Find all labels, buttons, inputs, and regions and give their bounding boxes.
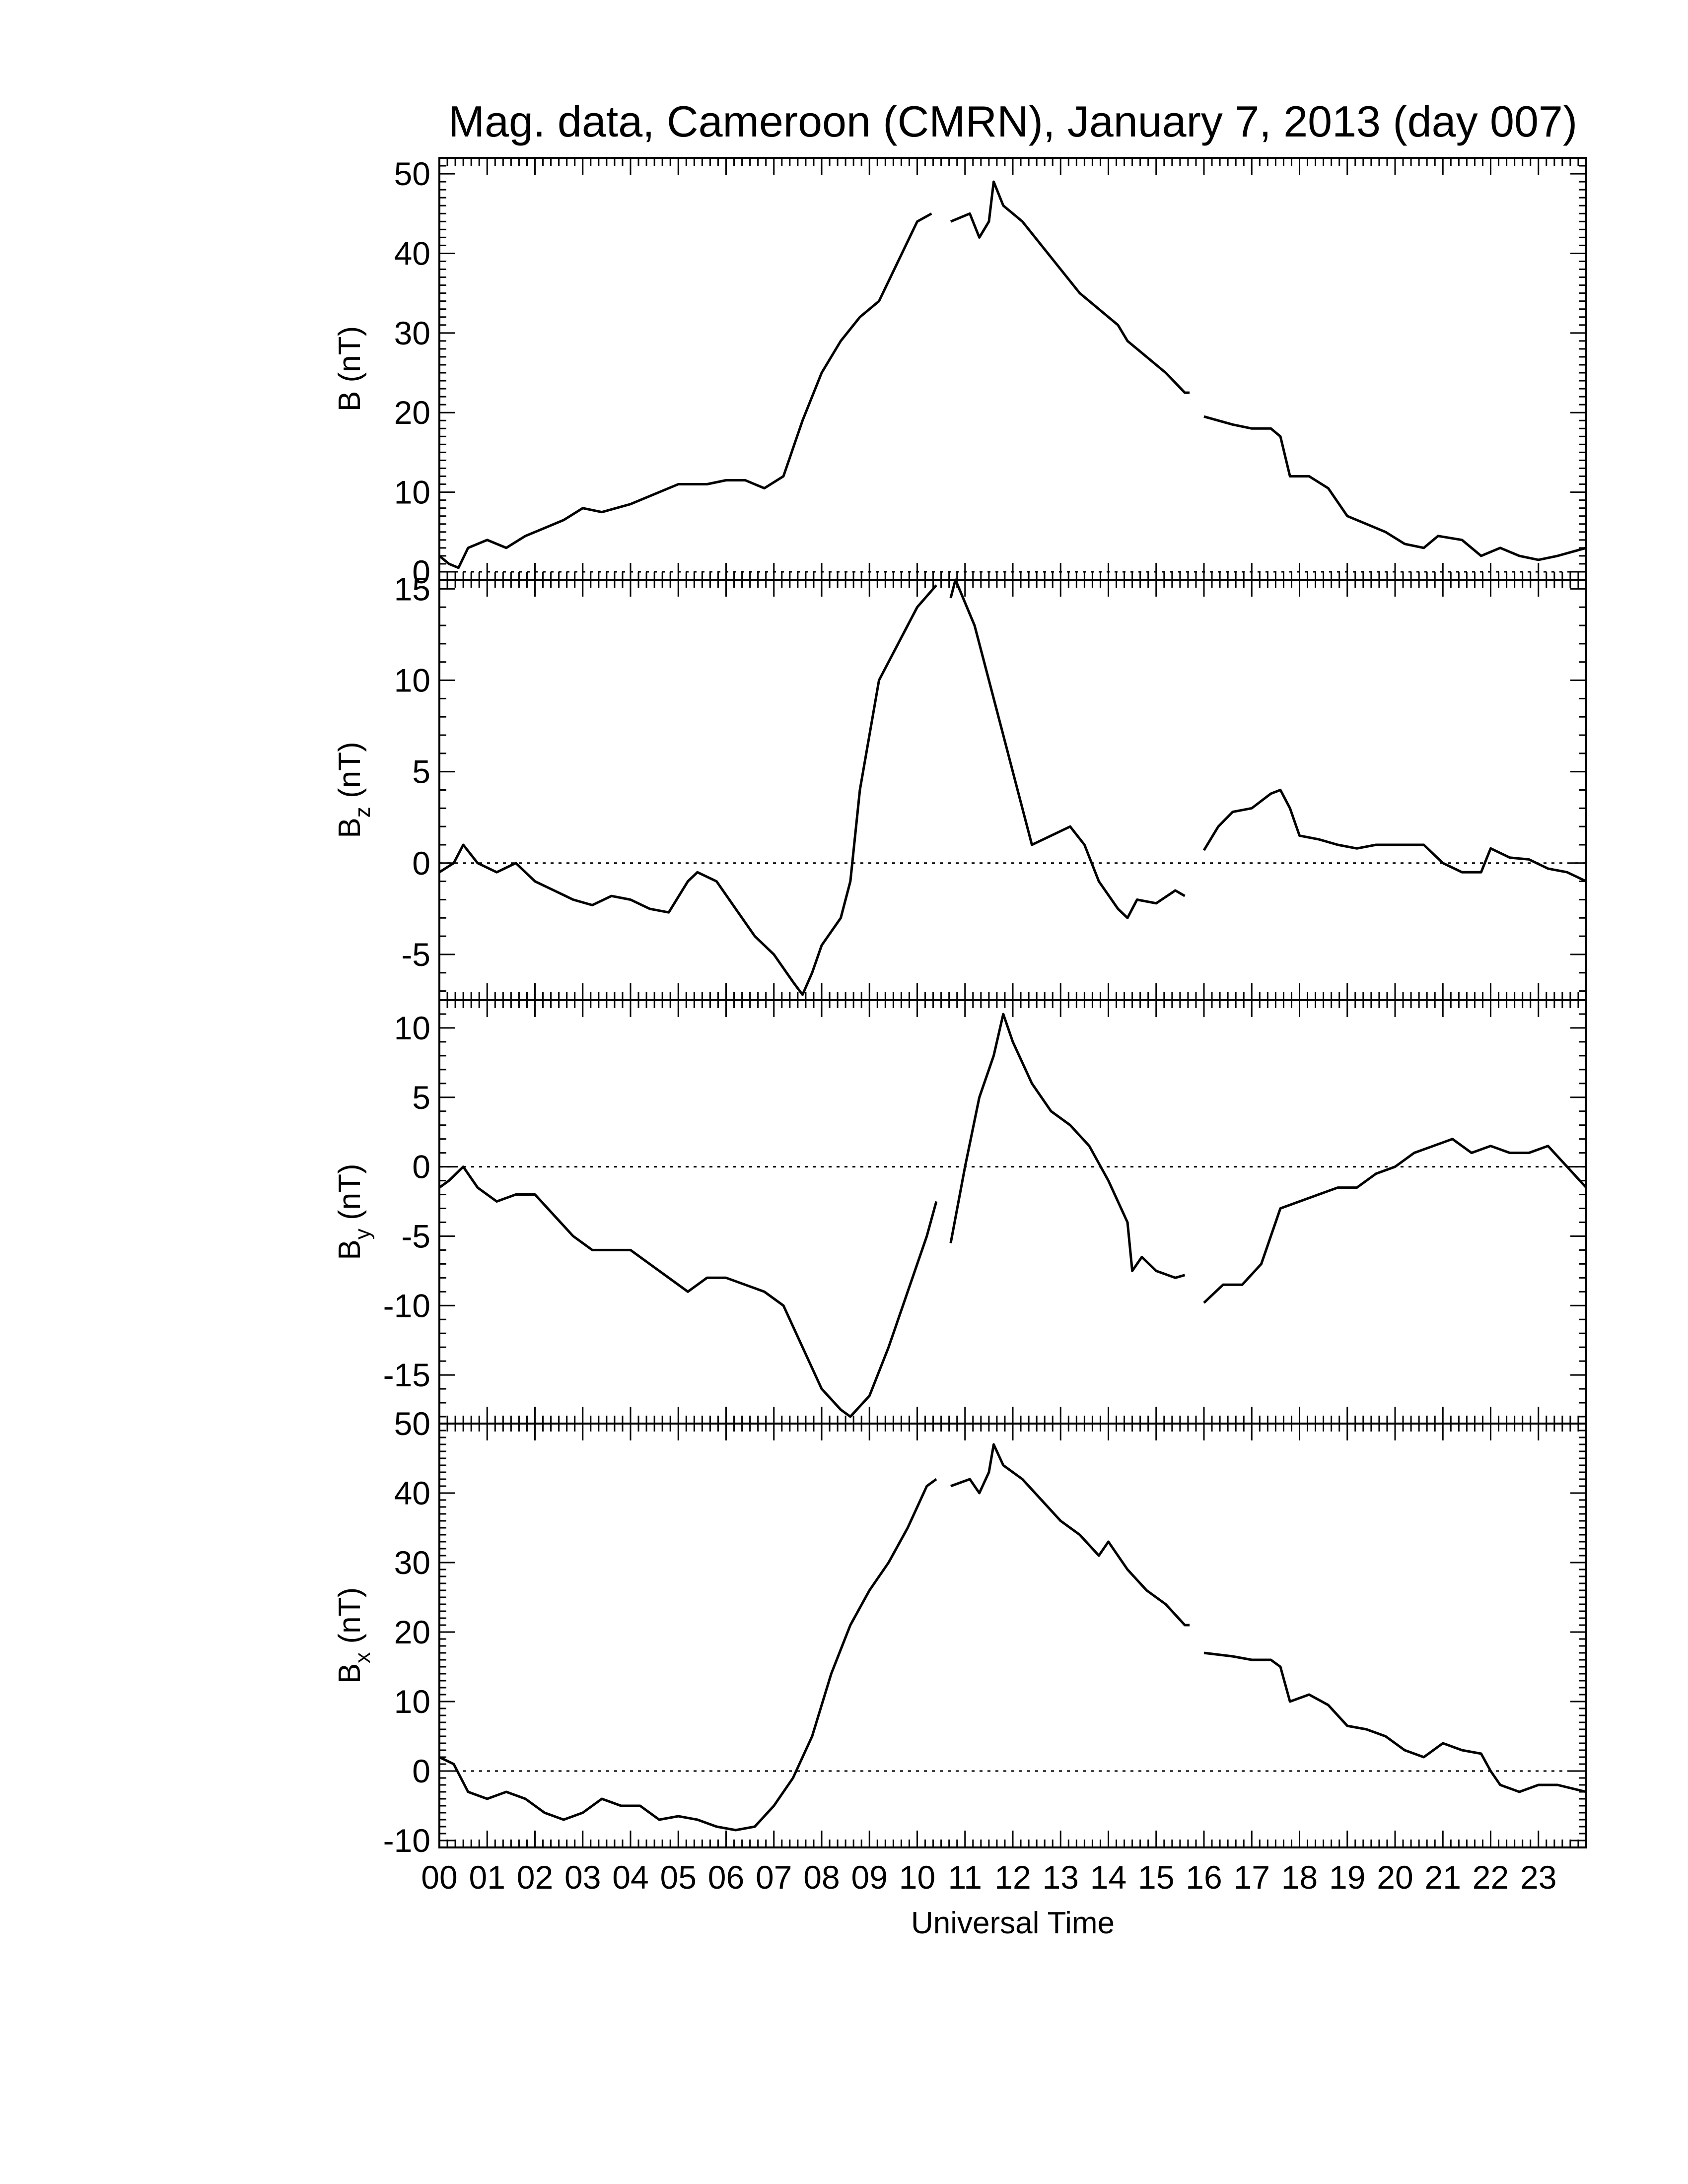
y-tick-label: 50 bbox=[394, 1405, 430, 1442]
panel-frame bbox=[438, 579, 1587, 1001]
x-tick-label: 00 bbox=[421, 1859, 457, 1896]
x-tick-label: 06 bbox=[708, 1859, 744, 1896]
y-tick-label: 20 bbox=[394, 394, 430, 431]
y-axis-title-unit: (nT) bbox=[333, 742, 367, 807]
series-line-By bbox=[1203, 1138, 1587, 1304]
y-tick-label: -5 bbox=[401, 936, 430, 973]
y-tick-label: -15 bbox=[383, 1357, 430, 1393]
y-axis-title: By (nT) bbox=[333, 1163, 375, 1260]
panel-By: -15 -10 -5 0 5 10 By (nT) bbox=[333, 999, 1587, 1425]
series-line-By bbox=[949, 1013, 1186, 1279]
x-tick-label: 21 bbox=[1425, 1859, 1461, 1896]
x-tick-label: 03 bbox=[564, 1859, 601, 1896]
y-tick-label: 5 bbox=[412, 753, 430, 790]
y-axis-title-unit: (nT) bbox=[333, 1587, 367, 1652]
x-tick-label: 02 bbox=[517, 1859, 553, 1896]
panel-Bz: -5 0 5 10 15 Bz (nT) bbox=[333, 570, 1587, 1001]
y-tick-label: 10 bbox=[394, 474, 430, 511]
series-line-Bz bbox=[1202, 789, 1587, 883]
x-tick-label: 18 bbox=[1281, 1859, 1318, 1896]
x-tick-label: 07 bbox=[756, 1859, 792, 1896]
y-tick-label: 15 bbox=[394, 570, 430, 607]
x-tick-label: 04 bbox=[612, 1859, 648, 1896]
series-line-Bz bbox=[949, 578, 1186, 919]
series-line-Bx bbox=[438, 1478, 937, 1832]
y-tick-label: 40 bbox=[394, 235, 430, 272]
x-tick-label: 14 bbox=[1090, 1859, 1126, 1896]
y-tick-label: 30 bbox=[394, 1544, 430, 1581]
series-line-By bbox=[438, 1165, 938, 1418]
x-tick-label: 10 bbox=[899, 1859, 935, 1896]
y-axis-title: Bz (nT) bbox=[333, 742, 375, 838]
x-tick-label: 08 bbox=[803, 1859, 840, 1896]
y-tick-label: 0 bbox=[412, 1149, 430, 1185]
x-tick-label: 23 bbox=[1520, 1859, 1556, 1896]
panel-frame bbox=[438, 999, 1587, 1425]
y-tick-label: 10 bbox=[394, 662, 430, 699]
y-tick-label: 0 bbox=[412, 845, 430, 882]
series-line-Bx bbox=[1203, 1651, 1587, 1793]
x-tick-label: 05 bbox=[660, 1859, 697, 1896]
y-axis-title-main: B bbox=[333, 1663, 367, 1684]
y-axis-title: Bx (nT) bbox=[333, 1587, 375, 1684]
y-axis-title-unit: (nT) bbox=[333, 1163, 367, 1228]
panel-B: 0 10 20 30 40 50 B (nT) bbox=[333, 155, 1587, 590]
y-axis-title: B (nT) bbox=[333, 326, 367, 411]
y-axis-title-subscript: y bbox=[351, 1228, 375, 1239]
y-tick-label: -10 bbox=[383, 1287, 430, 1324]
x-tick-label: 12 bbox=[994, 1859, 1031, 1896]
y-tick-label: 10 bbox=[394, 1683, 430, 1720]
x-tick-label: 22 bbox=[1473, 1859, 1509, 1896]
y-axis-title-subscript: z bbox=[351, 807, 375, 818]
y-tick-label: 0 bbox=[412, 553, 430, 590]
series-line-B bbox=[1203, 415, 1587, 561]
x-axis-title: Universal Time bbox=[911, 1906, 1115, 1940]
y-tick-label: 20 bbox=[394, 1614, 430, 1650]
x-tick-label: 01 bbox=[469, 1859, 505, 1896]
panel-Bx: -10 0 10 20 30 40 50 Bx (nT) bbox=[333, 1405, 1587, 1859]
y-tick-label: 0 bbox=[412, 1753, 430, 1789]
series-line-B bbox=[438, 212, 932, 569]
y-tick-label: 50 bbox=[394, 155, 430, 192]
y-tick-label: -5 bbox=[401, 1218, 430, 1254]
y-tick-label: 5 bbox=[412, 1079, 430, 1116]
x-tick-label: 16 bbox=[1186, 1859, 1222, 1896]
y-axis-title-subscript: x bbox=[351, 1652, 375, 1663]
y-tick-label: 10 bbox=[394, 1010, 430, 1046]
panel-frame bbox=[438, 1423, 1587, 1848]
y-tick-label: 40 bbox=[394, 1475, 430, 1511]
panel-frame bbox=[438, 157, 1587, 581]
y-tick-label: -10 bbox=[383, 1822, 430, 1859]
x-tick-label: 17 bbox=[1234, 1859, 1270, 1896]
y-axis-title-main: B bbox=[333, 391, 367, 411]
series-line-B bbox=[950, 180, 1190, 394]
x-tick-label: 11 bbox=[948, 1859, 982, 1896]
x-tick-label: 20 bbox=[1377, 1859, 1413, 1896]
x-tick-label: 15 bbox=[1138, 1859, 1174, 1896]
chart-title: Mag. data, Cameroon (CMRN), January 7, 2… bbox=[448, 97, 1577, 146]
x-tick-label: 09 bbox=[851, 1859, 888, 1896]
series-line-Bx bbox=[950, 1443, 1190, 1627]
x-tick-label: 13 bbox=[1043, 1859, 1079, 1896]
y-axis-title-main: B bbox=[333, 818, 367, 838]
y-axis-title-unit: (nT) bbox=[333, 326, 367, 391]
x-tick-label: 19 bbox=[1329, 1859, 1365, 1896]
series-line-Bz bbox=[438, 584, 937, 996]
y-axis-title-main: B bbox=[333, 1239, 367, 1260]
x-axis-tick-labels: 00 01 02 03 04 05 06 07 08 09 10 11 12 13 14 15 16 17 18 19… bbox=[421, 1859, 1556, 1896]
y-tick-label: 30 bbox=[394, 315, 430, 351]
